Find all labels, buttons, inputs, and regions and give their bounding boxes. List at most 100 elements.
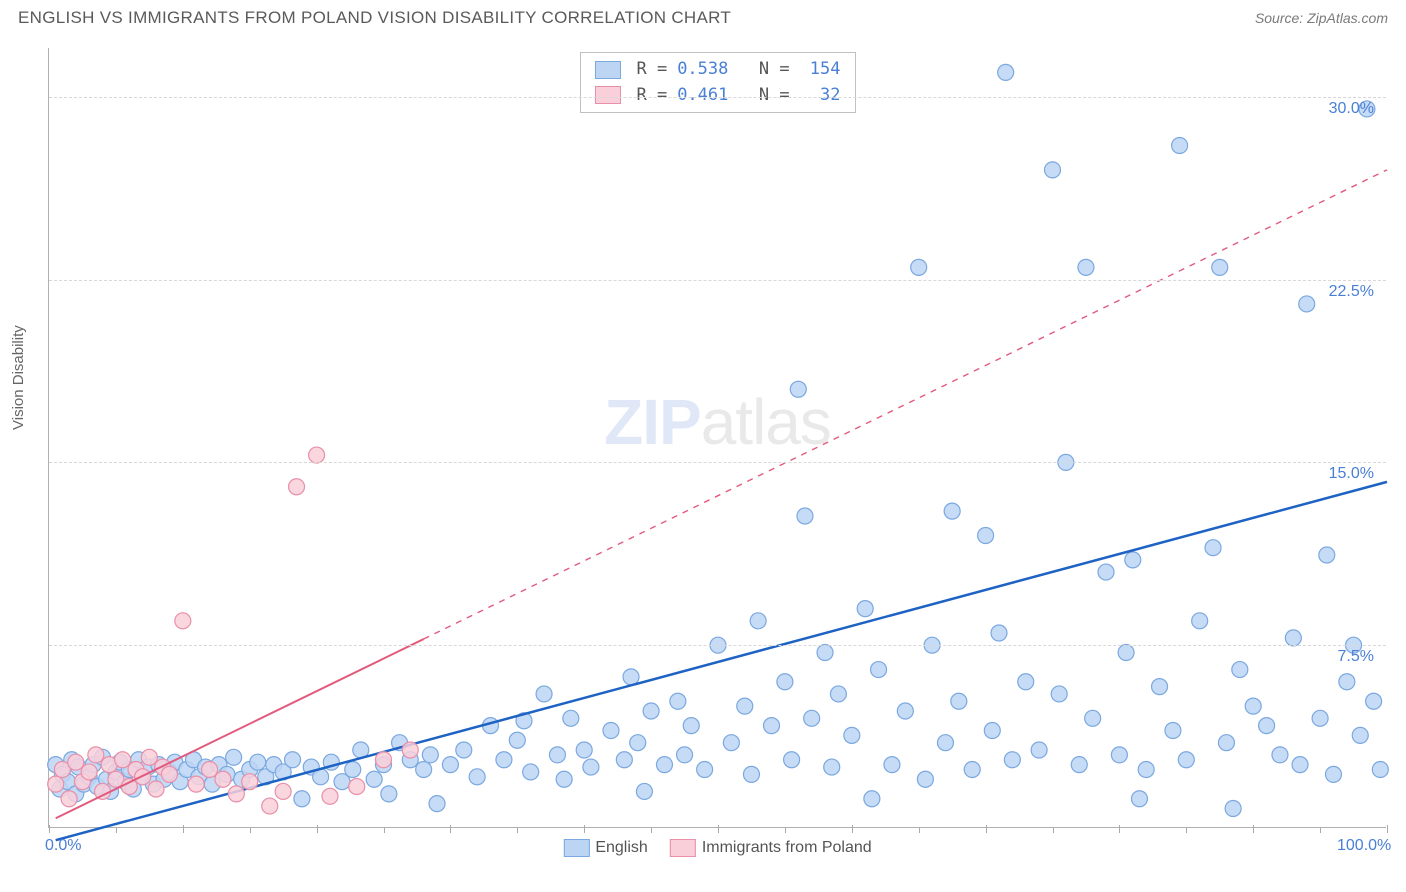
data-point [583,759,599,775]
x-tick [1253,825,1254,833]
data-point [1138,762,1154,778]
chart-title: ENGLISH VS IMMIGRANTS FROM POLAND VISION… [18,8,731,28]
x-tick [384,828,385,833]
y-tick-label: 22.5% [1329,283,1374,301]
data-point [1292,757,1308,773]
data-point [496,752,512,768]
data-point [991,625,1007,641]
gridline-h [49,280,1386,281]
x-tick [183,825,184,833]
plot-area: ZIPatlas R = 0.538 N = 154R = 0.461 N = … [48,48,1386,828]
data-point [48,776,64,792]
data-point [630,735,646,751]
correlation-legend: R = 0.538 N = 154R = 0.461 N = 32 [579,52,855,113]
data-point [864,791,880,807]
data-point [563,710,579,726]
data-point [294,791,310,807]
data-point [215,771,231,787]
data-point [1192,613,1208,629]
data-point [576,742,592,758]
data-point [1178,752,1194,768]
data-point [984,723,1000,739]
legend-swatch [594,86,620,104]
data-point [1372,762,1388,778]
x-tick [116,828,117,833]
data-point [262,798,278,814]
x-tick [1387,825,1388,833]
legend-label: Immigrants from Poland [702,839,872,856]
data-point [61,791,77,807]
data-point [636,783,652,799]
data-point [616,752,632,768]
x-tick [852,825,853,833]
data-point [897,703,913,719]
data-point [764,718,780,734]
data-point [161,766,177,782]
data-point [381,786,397,802]
data-point [509,732,525,748]
data-point [1125,552,1141,568]
y-tick-label: 15.0% [1329,465,1374,483]
data-point [148,781,164,797]
scatter-svg [49,48,1386,827]
series-legend: English Immigrants from Poland [563,839,871,857]
data-point [978,528,994,544]
r-label: R = [636,83,667,109]
correlation-row: R = 0.461 N = 32 [594,83,840,109]
data-point [743,766,759,782]
data-point [1319,547,1335,563]
data-point [944,503,960,519]
data-point [1111,747,1127,763]
y-axis-label: Vision Disability [10,325,27,430]
x-tick [49,825,50,833]
data-point [141,749,157,765]
data-point [275,783,291,799]
data-point [1272,747,1288,763]
data-point [1245,698,1261,714]
data-point [857,601,873,617]
legend-label: English [595,839,647,856]
data-point [937,735,953,751]
data-point [422,747,438,763]
data-point [723,735,739,751]
data-point [1165,723,1181,739]
data-point [777,674,793,690]
correlation-row: R = 0.538 N = 154 [594,57,840,83]
data-point [1152,679,1168,695]
legend-swatch [563,839,589,857]
gridline-h [49,462,1386,463]
data-point [683,718,699,734]
data-point [309,447,325,463]
data-point [202,762,218,778]
data-point [1352,727,1368,743]
x-tick [450,825,451,833]
data-point [1312,710,1328,726]
data-point [442,757,458,773]
data-point [643,703,659,719]
data-point [871,662,887,678]
data-point [1218,735,1234,751]
data-point [1098,564,1114,580]
data-point [1225,801,1241,817]
x-tick [250,828,251,833]
n-value: 32 [800,83,841,109]
r-value: 0.538 [677,57,728,83]
x-tick-label: 100.0% [1337,837,1391,855]
data-point [556,771,572,787]
data-point [81,764,97,780]
data-point [345,762,361,778]
data-point [790,381,806,397]
x-tick [517,828,518,833]
data-point [804,710,820,726]
data-point [670,693,686,709]
n-value: 154 [800,57,841,83]
x-tick-label: 0.0% [45,837,81,855]
data-point [228,786,244,802]
data-point [349,779,365,795]
data-point [121,779,137,795]
data-point [289,479,305,495]
data-point [536,686,552,702]
x-tick [1119,825,1120,833]
y-tick-label: 7.5% [1338,648,1374,666]
x-tick [1320,828,1321,833]
